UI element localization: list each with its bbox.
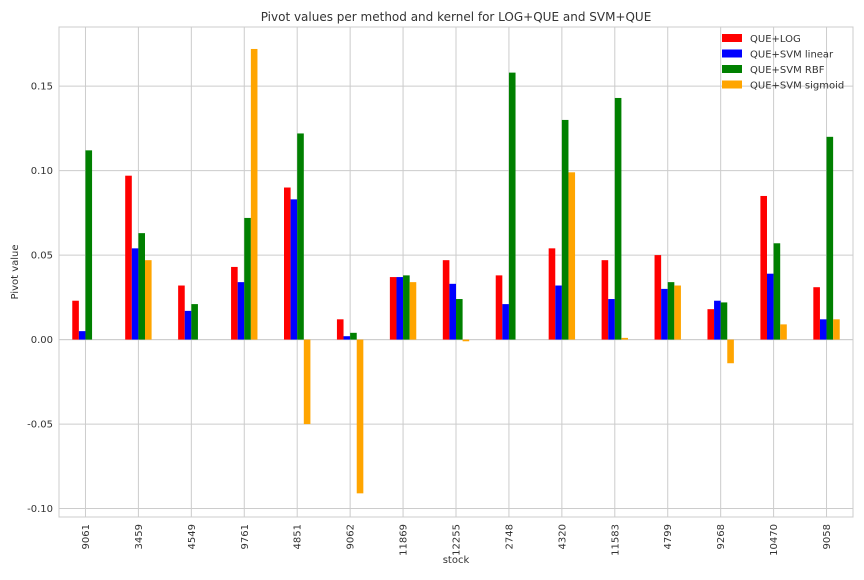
bar [548,248,556,340]
bar [244,217,251,340]
x-tick-label: 9061 [81,524,92,549]
bar [456,299,463,340]
x-tick-labels: 9061 3459 4549 9761 4851 9062 11869 12255 2748 43… [81,524,833,556]
bar [284,187,291,340]
bar [707,309,715,340]
legend-swatch [722,34,742,42]
bar [495,275,503,340]
y-tick-label: 0.00 [31,335,53,346]
bar [72,300,79,340]
bar [336,319,344,340]
x-tick-label: 4320 [557,524,568,549]
bar [191,304,198,340]
bar [85,150,93,340]
legend: QUE+LOG QUE+SVM linear QUE+SVM RBF QUE+SVM … [722,34,844,92]
x-tick-label: 12255 [452,524,463,556]
bar [462,339,470,342]
bar [250,48,258,340]
bar [720,302,728,340]
bar [601,260,609,340]
bar [813,287,820,340]
bar [131,248,139,340]
x-tick-label: 9268 [716,524,727,549]
bar [767,273,774,340]
bar [231,266,238,340]
bar [297,133,304,340]
x-tick-label: 2748 [504,524,515,549]
bar [350,332,357,340]
bar [78,331,86,340]
x-tick-label: 11869 [399,524,410,556]
bar [621,337,628,340]
x-tick-label: 9761 [240,524,251,549]
bar [654,255,662,340]
legend-swatch [722,49,742,58]
bar [290,199,298,340]
bar [561,119,569,340]
bar [773,243,781,340]
bar [138,233,145,340]
bar [555,285,562,340]
bar [833,319,840,340]
bar [396,277,404,340]
y-tick-label: -0.10 [27,504,53,515]
legend-label: QUE+SVM sigmoid [750,81,844,92]
bar [614,97,622,340]
x-tick-label: 4549 [187,524,198,549]
legend-label: QUE+LOG [750,34,801,45]
bar [356,339,364,494]
bar [727,339,734,364]
bar [508,72,516,340]
bar [184,310,192,340]
y-tick-label: 0.15 [31,82,53,93]
y-tick-label: 0.10 [31,166,53,177]
legend-label: QUE+SVM RBF [750,65,825,76]
legend-swatch [722,80,742,89]
bar [145,260,152,340]
bars [72,48,840,494]
bar [819,319,827,340]
y-tick-label: 0.05 [31,251,53,262]
bar [674,285,681,340]
bar [714,300,721,340]
bar [760,195,767,340]
x-tick-label: 4851 [293,524,304,549]
bar [502,304,509,340]
x-tick-label: 11583 [610,524,621,556]
bar [303,339,311,425]
bar [608,299,615,340]
bar [442,260,450,340]
bar [667,282,675,340]
bar [449,283,456,340]
bar [125,175,132,340]
y-tick-label: -0.05 [27,420,53,431]
bar [568,172,576,340]
x-tick-label: 3459 [134,524,145,549]
x-axis-label: stock [443,555,470,566]
bar [237,282,245,340]
bar [409,282,417,340]
x-tick-label: 10470 [769,524,780,556]
y-tick-labels: -0.10 -0.05 0.00 0.05 0.10 0.15 [27,82,53,515]
legend-label: QUE+SVM linear [750,50,834,61]
x-tick-label: 4799 [663,524,674,549]
bar [403,275,410,340]
bar [661,288,668,340]
legend-swatch [722,65,742,73]
x-tick-label: 9058 [822,524,833,549]
bar [343,336,351,340]
x-tick-label: 9062 [346,524,357,549]
bar [389,277,397,340]
bar [826,136,834,340]
bar [780,324,787,340]
bar [178,285,185,340]
y-axis-label: Pivot value [10,244,21,299]
chart-title: Pivot values per method and kernel for L… [261,10,652,24]
